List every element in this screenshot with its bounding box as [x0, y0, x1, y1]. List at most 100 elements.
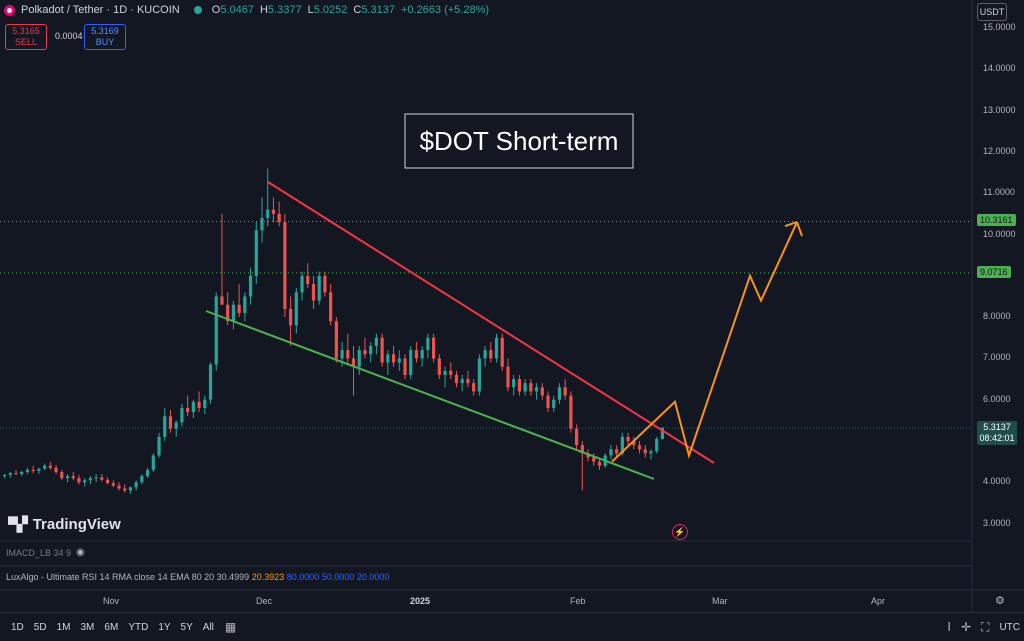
timeframe-1y[interactable]: 1Y — [158, 621, 171, 633]
candle[interactable] — [334, 317, 338, 363]
candle[interactable] — [117, 482, 121, 491]
candle[interactable] — [174, 420, 178, 437]
candle[interactable] — [134, 480, 138, 491]
candle[interactable] — [449, 362, 453, 380]
candle[interactable] — [254, 222, 258, 285]
candle[interactable] — [529, 379, 533, 396]
candle[interactable] — [351, 346, 356, 396]
candle[interactable] — [294, 288, 298, 334]
candle[interactable] — [168, 410, 173, 433]
crosshair-icon[interactable]: ✛ — [960, 620, 972, 634]
candle[interactable] — [580, 441, 584, 491]
candle[interactable] — [8, 471, 12, 478]
candle[interactable] — [569, 391, 573, 433]
candle[interactable] — [208, 362, 213, 404]
candle[interactable] — [243, 292, 247, 322]
candle[interactable] — [546, 391, 550, 413]
candle[interactable] — [477, 354, 481, 396]
rsi-indicator-legend[interactable]: LuxAlgo - Ultimate RSI 14 RMA close 14 E… — [6, 572, 389, 582]
candle[interactable] — [443, 366, 447, 388]
candle[interactable] — [231, 300, 235, 330]
candle[interactable] — [20, 470, 24, 477]
candle[interactable] — [25, 467, 30, 475]
candle[interactable] — [437, 354, 441, 380]
candle[interactable] — [140, 474, 144, 485]
eye-hidden-icon[interactable]: ◉ — [76, 547, 85, 558]
candle[interactable] — [283, 213, 287, 318]
candle[interactable] — [426, 333, 430, 359]
candle[interactable] — [454, 370, 459, 388]
candle[interactable] — [277, 201, 281, 227]
candle[interactable] — [626, 432, 630, 446]
candle[interactable] — [111, 480, 115, 488]
cursor-text-icon[interactable]: Ⅰ — [947, 620, 951, 634]
candle[interactable] — [191, 399, 195, 419]
candle[interactable] — [94, 474, 98, 483]
candle[interactable] — [3, 474, 7, 479]
title-box[interactable]: $DOT Short-term — [404, 113, 634, 169]
candle[interactable] — [128, 486, 133, 494]
timeframe-all[interactable]: All — [202, 621, 214, 633]
candle[interactable] — [237, 284, 241, 318]
candle[interactable] — [100, 474, 104, 482]
candle[interactable] — [266, 168, 270, 227]
candle[interactable] — [329, 284, 333, 326]
candle[interactable] — [414, 341, 419, 363]
candle[interactable] — [311, 275, 316, 309]
timeframe-6m[interactable]: 6M — [104, 621, 119, 633]
candle[interactable] — [420, 346, 424, 367]
candle[interactable] — [180, 403, 184, 427]
candle[interactable] — [31, 465, 35, 474]
candle[interactable] — [397, 350, 401, 371]
candle[interactable] — [649, 449, 653, 460]
candle[interactable] — [54, 464, 58, 475]
candle[interactable] — [660, 426, 664, 440]
fullscreen-icon[interactable]: ⛶ — [981, 619, 990, 634]
candle[interactable] — [472, 379, 476, 396]
symbol-title[interactable]: Polkadot / Tether · 1D · KUCOIN — [21, 4, 180, 16]
candle[interactable] — [540, 383, 544, 400]
candle[interactable] — [163, 407, 167, 441]
candle[interactable] — [494, 333, 499, 363]
candle[interactable] — [512, 374, 516, 396]
candle[interactable] — [432, 333, 436, 363]
candle[interactable] — [563, 379, 567, 400]
sell-button[interactable]: 5.3165 SELL — [5, 24, 47, 50]
candle[interactable] — [523, 379, 527, 396]
candle[interactable] — [203, 395, 207, 415]
timeframe-ytd[interactable]: YTD — [128, 621, 149, 633]
candle[interactable] — [323, 271, 327, 297]
candle[interactable] — [483, 346, 487, 367]
candle[interactable] — [403, 354, 407, 380]
candle[interactable] — [48, 461, 52, 470]
lightning-icon[interactable]: ⚡ — [672, 524, 688, 540]
candle[interactable] — [460, 374, 464, 392]
timeframe-3m[interactable]: 3M — [80, 621, 95, 633]
candle[interactable] — [151, 453, 155, 472]
candle[interactable] — [357, 346, 361, 375]
candle[interactable] — [466, 370, 470, 388]
macd-indicator-legend[interactable]: IMACD_LB 34 9 ◉ — [6, 547, 85, 558]
date-range-icon[interactable]: ▦ — [224, 620, 237, 634]
candle[interactable] — [157, 432, 161, 458]
candle[interactable] — [146, 467, 150, 479]
settings-gear-icon[interactable]: ⚙ — [995, 595, 1005, 607]
candle[interactable] — [214, 292, 218, 371]
timezone-label[interactable]: UTC — [999, 621, 1020, 633]
candle[interactable] — [289, 296, 293, 347]
price-chart[interactable]: $DOT Short-term — [0, 0, 1024, 612]
candle[interactable] — [369, 341, 373, 363]
candle[interactable] — [552, 395, 556, 413]
candle[interactable] — [43, 463, 47, 470]
candle[interactable] — [37, 467, 41, 475]
candle[interactable] — [374, 333, 378, 355]
candle[interactable] — [489, 341, 493, 363]
candle[interactable] — [88, 476, 92, 485]
candle[interactable] — [609, 445, 613, 460]
candle[interactable] — [65, 474, 70, 483]
projection-path[interactable] — [611, 221, 798, 463]
symbol-header[interactable]: Polkadot / Tether · 1D · KUCOIN O5.0467 … — [4, 4, 489, 16]
candle[interactable] — [71, 471, 75, 481]
candle[interactable] — [386, 350, 390, 375]
timeframe-1m[interactable]: 1M — [56, 621, 71, 633]
